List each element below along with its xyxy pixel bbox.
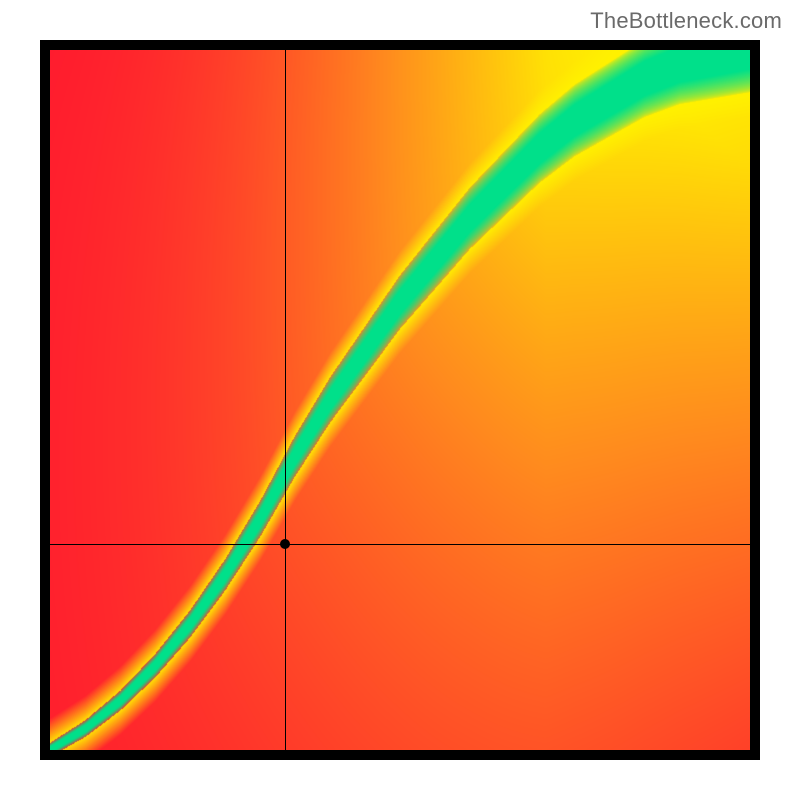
crosshair-marker	[280, 539, 290, 549]
plot-frame	[40, 40, 760, 760]
crosshair-horizontal	[50, 544, 750, 545]
heatmap-canvas	[50, 50, 750, 750]
plot-inner	[50, 50, 750, 750]
watermark-text: TheBottleneck.com	[590, 8, 782, 34]
chart-container: TheBottleneck.com	[0, 0, 800, 800]
crosshair-vertical	[285, 50, 286, 750]
